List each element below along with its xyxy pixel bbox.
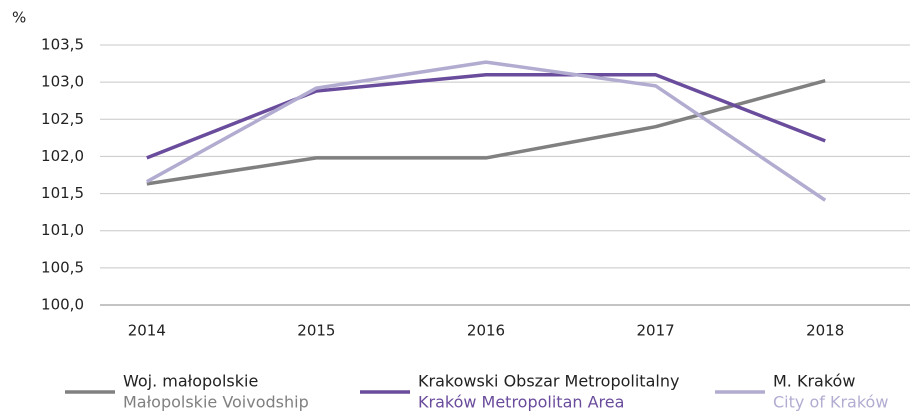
x-tick-label: 2015 — [297, 322, 335, 340]
series-line — [146, 72, 826, 160]
series-line — [145, 60, 827, 202]
legend-sublabel: Kraków Metropolitan Area — [418, 393, 624, 412]
x-tick-label: 2017 — [637, 322, 675, 340]
y-tick-label: 103,0 — [41, 73, 84, 91]
y-tick-label: 100,5 — [41, 258, 84, 276]
x-tick-label: 2016 — [467, 322, 505, 340]
x-tick-label: 2014 — [128, 322, 166, 340]
y-tick-label: 103,5 — [41, 36, 84, 54]
legend-label: Woj. małopolskie — [123, 372, 258, 391]
y-tick-label: 100,0 — [41, 296, 84, 314]
y-tick-label: 102,0 — [41, 147, 84, 165]
legend-sublabel: Małopolskie Voivodship — [123, 393, 309, 412]
legend-label: M. Kraków — [773, 372, 855, 391]
y-tick-label: 102,5 — [41, 110, 84, 128]
legend-sublabel: City of Kraków — [773, 393, 888, 412]
legend-label: Krakowski Obszar Metropolitalny — [418, 372, 679, 391]
y-tick-label: 101,5 — [41, 184, 84, 202]
x-tick-label: 2018 — [806, 322, 844, 340]
y-unit: % — [12, 9, 26, 27]
series-line — [146, 78, 826, 186]
y-tick-label: 101,0 — [41, 221, 84, 239]
